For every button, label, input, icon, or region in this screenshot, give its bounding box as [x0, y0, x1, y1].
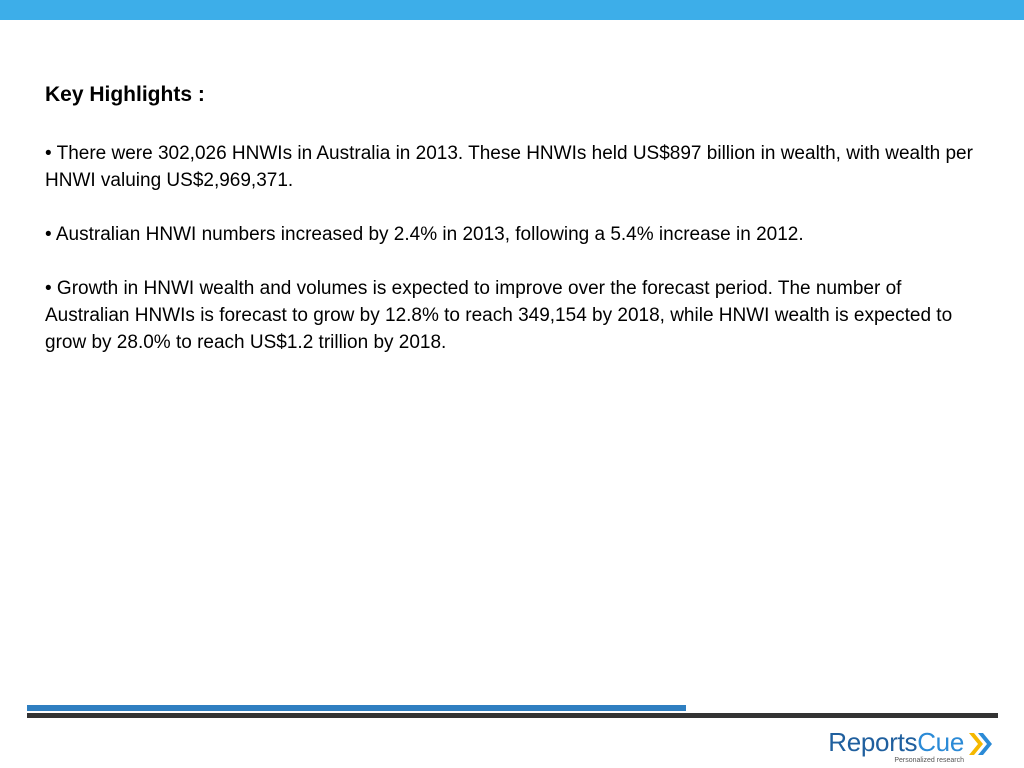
- slide-heading: Key Highlights :: [45, 83, 205, 106]
- reportscue-logo: ReportsCue Personalized research: [828, 728, 994, 765]
- double-chevron-right-icon: [966, 730, 994, 763]
- logo-wordmark-cue: Cue: [917, 727, 964, 757]
- slide-content: Key Highlights : • There were 302,026 HN…: [45, 80, 980, 383]
- footer-gray-rule: [27, 713, 998, 718]
- highlight-bullet: • Australian HNWI numbers increased by 2…: [45, 224, 804, 245]
- logo-wordmark: ReportsCue: [828, 728, 964, 756]
- footer-blue-rule: [27, 705, 686, 711]
- logo-wordmark-reports: Reports: [828, 727, 918, 757]
- highlight-bullet: • Growth in HNWI wealth and volumes is e…: [45, 278, 953, 353]
- top-accent-bar: [0, 0, 1024, 20]
- highlight-bullet: • There were 302,026 HNWIs in Australia …: [45, 143, 973, 191]
- logo-tagline: Personalized research: [894, 757, 964, 764]
